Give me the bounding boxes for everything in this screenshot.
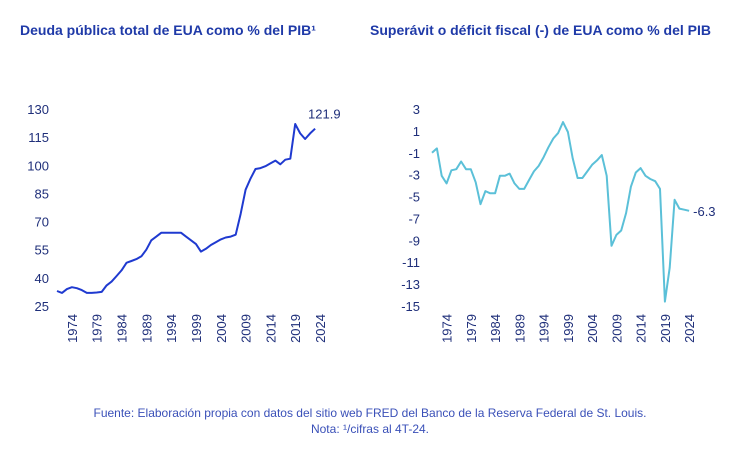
debt-x-tick-label: 1979 <box>90 314 105 343</box>
balance-y-tick-label: -15 <box>401 299 420 314</box>
balance-x-tick-label: 1984 <box>488 314 503 343</box>
balance-y-tick-label: -5 <box>408 190 420 205</box>
debt-y-tick-label: 55 <box>35 243 49 258</box>
debt-y-tick-label: 100 <box>27 158 49 173</box>
balance-x-tick-label: 2014 <box>634 314 649 343</box>
balance-x-tick-label: 2004 <box>585 314 600 343</box>
debt-chart-title: Deuda pública total de EUA como % del PI… <box>20 22 316 38</box>
debt-y-tick-label: 25 <box>35 299 49 314</box>
balance-y-tick-label: 1 <box>413 124 420 139</box>
balance-x-tick-label: 2019 <box>658 314 673 343</box>
balance-x-tick-label: 1999 <box>561 314 576 343</box>
balance-series-line <box>431 121 690 303</box>
debt-x-tick-label: 2014 <box>263 314 278 343</box>
balance-y-tick-label: 3 <box>413 102 420 117</box>
debt-series-line <box>56 123 316 294</box>
balance-y-tick-label: -11 <box>402 255 420 270</box>
balance-y-tick-label: -7 <box>408 211 420 226</box>
footer-source: Fuente: Elaboración propia con datos del… <box>93 406 647 420</box>
footer-note: Nota: ¹/cifras al 4T-24. <box>310 422 430 436</box>
debt-x-tick-label: 1989 <box>139 314 154 343</box>
balance-y-tick-label: -9 <box>408 233 420 248</box>
debt-x-tick-label: 1999 <box>189 314 204 343</box>
debt-x-tick-label: 2009 <box>239 314 254 343</box>
debt-y-tick-label: 85 <box>35 186 49 201</box>
debt-y-tick-label: 40 <box>35 271 49 286</box>
debt-x-tick-label: 2024 <box>313 314 328 343</box>
balance-y-tick-label: -13 <box>401 277 420 292</box>
debt-x-tick-label: 2019 <box>288 314 303 343</box>
balance-x-tick-label: 1979 <box>464 314 479 343</box>
debt-end-label: 121.9 <box>308 107 341 122</box>
balance-chart-title: Superávit o déficit fiscal (-) de EUA co… <box>370 22 711 38</box>
debt-y-tick-label: 70 <box>35 215 49 230</box>
debt-y-tick-label: 130 <box>27 102 49 117</box>
balance-x-tick-label: 2024 <box>682 314 697 343</box>
debt-x-tick-label: 1984 <box>115 314 130 343</box>
balance-y-tick-label: -1 <box>408 146 420 161</box>
balance-end-label: -6.3 <box>693 204 715 219</box>
balance-x-tick-label: 2009 <box>609 314 624 343</box>
debt-x-tick-label: 2004 <box>214 314 229 343</box>
debt-chart: 25 40 55 70 85 100 115 130 1974 1979 1984 1989 1994 1… <box>27 102 341 343</box>
balance-x-tick-label: 1974 <box>440 314 455 343</box>
debt-x-tick-label: 1994 <box>164 314 179 343</box>
balance-chart: 3 1 -1 -3 -5 -7 -9 -11 -13 -15 1974 1979 1984 1989 199… <box>401 102 715 343</box>
debt-y-tick-label: 115 <box>28 130 49 145</box>
balance-x-tick-label: 1994 <box>537 314 552 343</box>
debt-x-tick-label: 1974 <box>65 314 80 343</box>
balance-x-tick-label: 1989 <box>512 314 527 343</box>
balance-y-tick-label: -3 <box>408 168 420 183</box>
